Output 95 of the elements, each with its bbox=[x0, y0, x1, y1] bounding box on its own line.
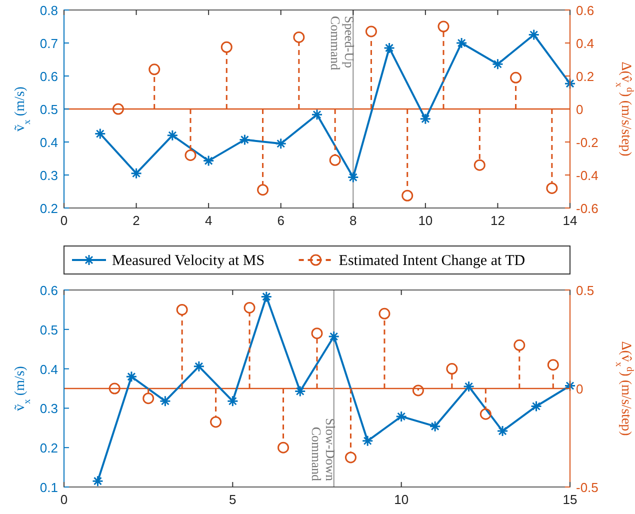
point bbox=[148, 64, 160, 76]
point bbox=[396, 410, 408, 422]
point bbox=[492, 58, 504, 70]
point bbox=[311, 328, 323, 340]
y2-tick-label: -0.5 bbox=[576, 480, 598, 495]
point bbox=[108, 382, 120, 394]
point bbox=[193, 360, 205, 372]
point bbox=[311, 108, 323, 120]
y2-tick-label: 0.6 bbox=[576, 3, 594, 18]
point bbox=[480, 408, 492, 420]
y2-tick-label: 0.2 bbox=[576, 69, 594, 84]
legend-label: Measured Velocity at MS bbox=[112, 253, 265, 269]
x-tick-label: 4 bbox=[204, 213, 212, 228]
point bbox=[184, 149, 196, 161]
y-tick-label: 0.4 bbox=[40, 362, 58, 377]
point bbox=[226, 395, 238, 407]
point bbox=[420, 113, 432, 125]
point bbox=[257, 184, 269, 196]
point bbox=[244, 302, 256, 314]
point bbox=[510, 72, 522, 84]
y-tick-label: 0.2 bbox=[40, 201, 58, 216]
point bbox=[130, 168, 142, 180]
point bbox=[275, 138, 287, 150]
point bbox=[564, 78, 576, 90]
point bbox=[384, 42, 396, 54]
point bbox=[528, 29, 540, 40]
y2-tick-label: -0.2 bbox=[576, 135, 598, 150]
point bbox=[210, 416, 222, 428]
x-tick-label: 10 bbox=[418, 213, 433, 228]
x-tick-label: 5 bbox=[229, 492, 236, 507]
x-tick-label: 15 bbox=[562, 492, 578, 507]
point bbox=[412, 384, 424, 396]
point bbox=[94, 128, 106, 140]
x-tick-label: 12 bbox=[490, 213, 505, 228]
y2-tick-label: 0 bbox=[576, 102, 584, 117]
point bbox=[176, 304, 188, 316]
point bbox=[293, 31, 305, 43]
point bbox=[142, 392, 154, 404]
ref-line-label: Speed-Up Command bbox=[328, 16, 358, 71]
y-tick-label: 0.4 bbox=[40, 135, 58, 150]
x-tick-label: 0 bbox=[60, 492, 68, 507]
point bbox=[496, 425, 508, 437]
point bbox=[547, 359, 559, 371]
point bbox=[260, 290, 272, 302]
y2-tick-label: 0.5 bbox=[576, 283, 594, 298]
y-tick-label: 0.6 bbox=[40, 69, 58, 84]
point bbox=[365, 26, 377, 38]
point bbox=[347, 172, 359, 184]
point bbox=[429, 420, 441, 432]
y-tick-label: 0.3 bbox=[40, 168, 58, 183]
y-tick-label: 0.7 bbox=[40, 36, 58, 51]
point bbox=[378, 308, 390, 320]
point bbox=[126, 370, 138, 382]
ref-line-label: Slow-Down Command bbox=[308, 418, 338, 482]
point bbox=[362, 435, 374, 447]
point bbox=[329, 154, 341, 166]
y2-tick-label: 0 bbox=[576, 382, 584, 396]
x-tick-label: 14 bbox=[562, 213, 578, 228]
y-tick-label: 0.1 bbox=[40, 480, 58, 495]
point bbox=[92, 475, 104, 487]
y-tick-label: 0.2 bbox=[40, 440, 58, 456]
point bbox=[159, 395, 171, 407]
x-tick-label: 8 bbox=[350, 213, 357, 228]
point bbox=[456, 37, 468, 49]
point bbox=[238, 134, 250, 146]
point bbox=[328, 330, 340, 342]
point bbox=[278, 442, 290, 454]
y-tick-label: 0.8 bbox=[40, 3, 58, 18]
point bbox=[402, 190, 414, 202]
y-tick-label: 0.3 bbox=[40, 401, 58, 416]
point bbox=[112, 103, 124, 115]
x-tick-label: 2 bbox=[132, 213, 140, 228]
point bbox=[166, 130, 178, 142]
y2-tick-label: 0.4 bbox=[576, 36, 594, 51]
point bbox=[530, 400, 542, 412]
y-tick-label: 0.6 bbox=[40, 283, 58, 298]
point bbox=[202, 155, 214, 167]
x-tick-label: 6 bbox=[277, 213, 284, 228]
point bbox=[514, 339, 526, 351]
point bbox=[463, 380, 475, 392]
point bbox=[344, 452, 356, 464]
y-tick-label: 0.5 bbox=[40, 322, 58, 338]
x-tick-label: 0 bbox=[60, 213, 68, 228]
point bbox=[220, 41, 232, 53]
point bbox=[546, 182, 558, 194]
point bbox=[446, 363, 458, 375]
y2-tick-label: -0.6 bbox=[576, 201, 598, 216]
point bbox=[474, 159, 486, 171]
x-tick-label: 10 bbox=[394, 492, 409, 507]
y2-tick-label: -0.4 bbox=[576, 168, 598, 183]
legend-label: Estimated Intent Change at TD bbox=[338, 253, 526, 269]
y-tick-label: 0.5 bbox=[40, 102, 58, 117]
point bbox=[294, 386, 306, 398]
point bbox=[564, 380, 576, 392]
point bbox=[438, 20, 450, 32]
